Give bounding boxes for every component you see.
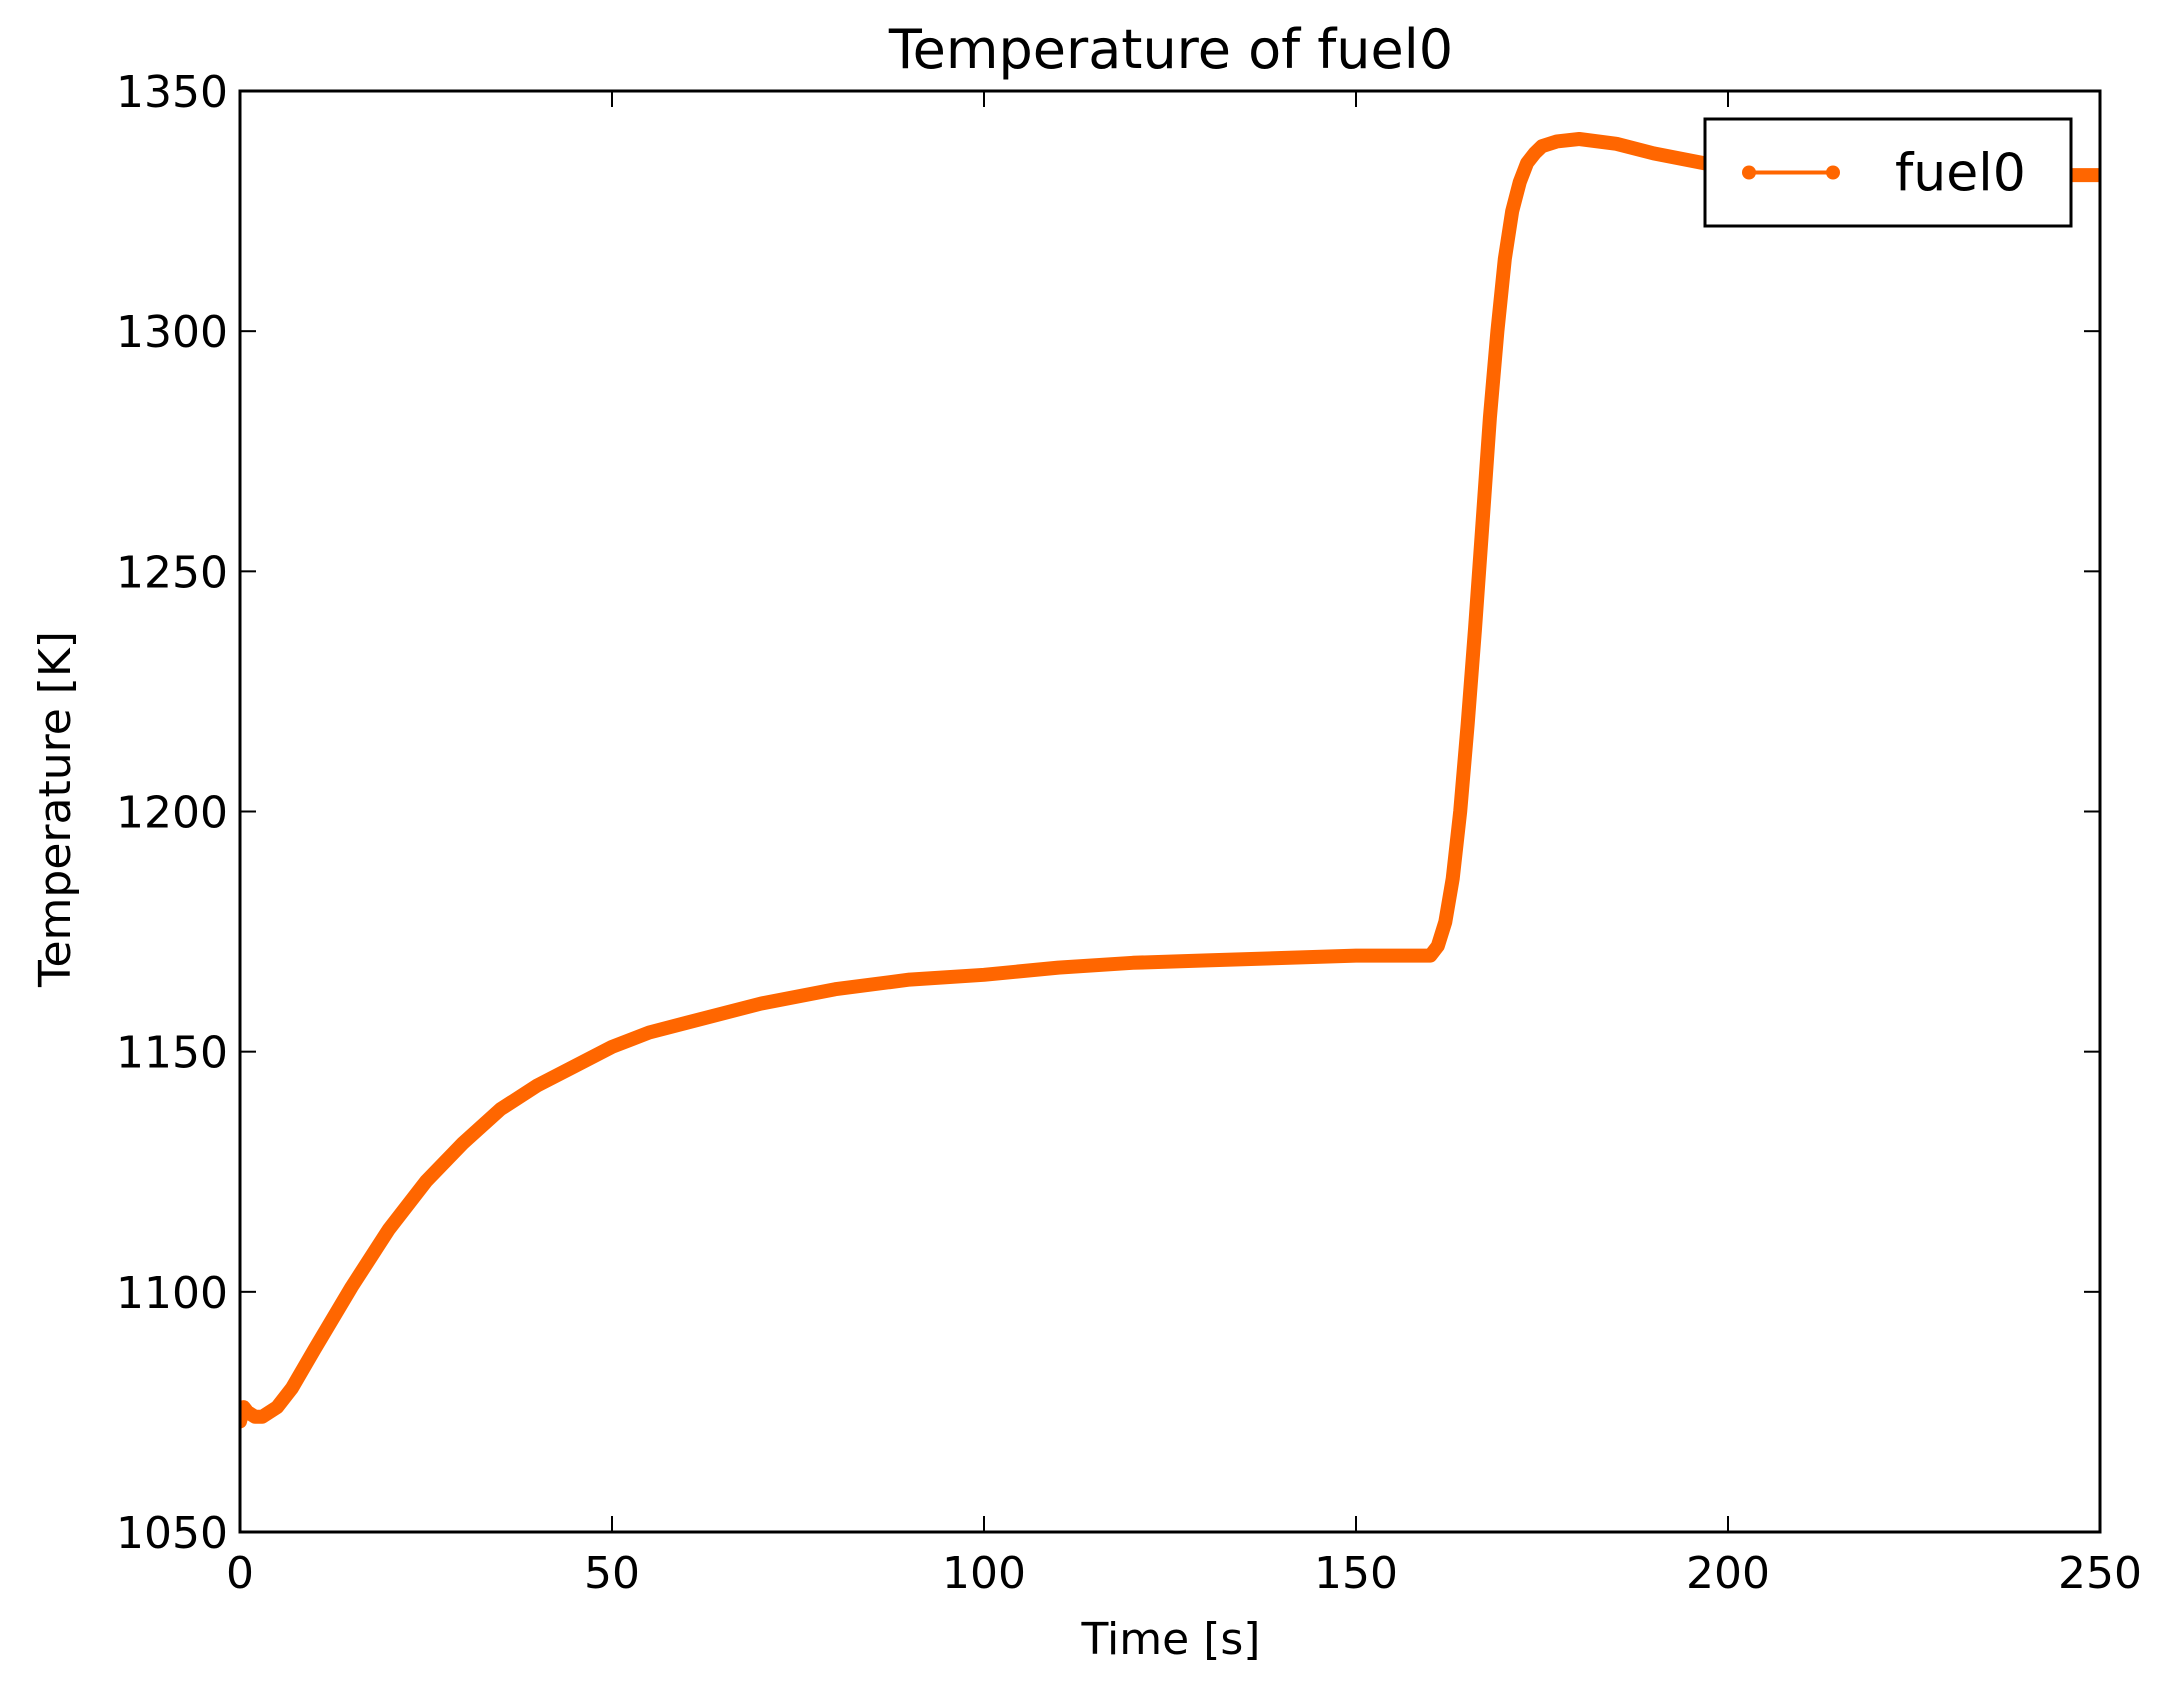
y-tick-label: 1050 [116, 1508, 228, 1559]
y-tick-label: 1250 [116, 547, 228, 598]
y-tick-label: 1150 [116, 1028, 228, 1079]
x-tick-label: 250 [2058, 1548, 2142, 1599]
y-tick-label: 1100 [116, 1268, 228, 1319]
x-tick-label: 100 [942, 1548, 1026, 1599]
series-line-fuel0 [240, 132, 2100, 1429]
x-axis: 0 50 100 150 200 250 [226, 91, 2142, 1599]
y-tick-label: 1350 [116, 67, 228, 118]
y-axis: 1050 1100 1150 1200 1250 1300 1350 [116, 67, 2100, 1559]
legend: fuel0 [1703, 117, 2073, 228]
y-axis-label: Temperature [K] [30, 631, 81, 988]
x-tick-label: 200 [1686, 1548, 1770, 1599]
x-tick-label: 150 [1314, 1548, 1398, 1599]
x-tick-label: 50 [584, 1548, 640, 1599]
y-tick-label: 1200 [116, 788, 228, 839]
legend-marker [1742, 165, 1756, 180]
legend-marker [1826, 165, 1840, 180]
x-axis-label: Time [s] [1081, 1614, 1261, 1665]
chart-title: Temperature of fuel0 [888, 18, 1453, 81]
legend-label: fuel0 [1895, 144, 2026, 204]
series-layer [240, 132, 2100, 1429]
y-tick-label: 1300 [116, 307, 228, 358]
x-tick-label: 0 [226, 1548, 254, 1599]
